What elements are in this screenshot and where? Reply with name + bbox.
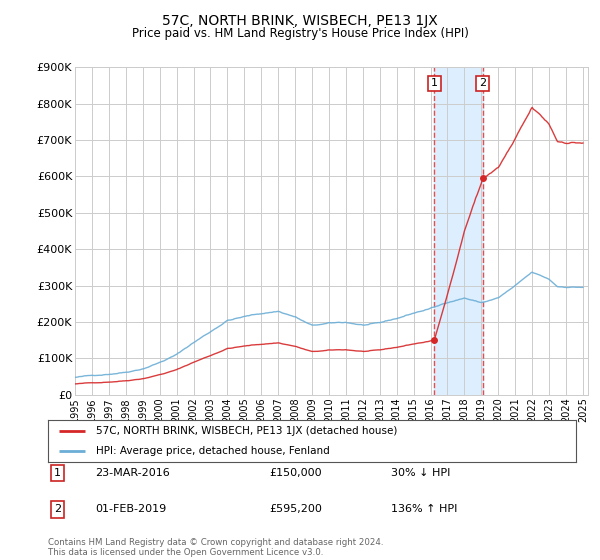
Text: 30% ↓ HPI: 30% ↓ HPI [391,468,451,478]
Text: HPI: Average price, detached house, Fenland: HPI: Average price, detached house, Fenl… [95,446,329,456]
Text: 1: 1 [431,78,438,88]
Text: 1: 1 [54,468,61,478]
Text: 2: 2 [54,505,61,515]
Text: £150,000: £150,000 [270,468,322,478]
Text: 57C, NORTH BRINK, WISBECH, PE13 1JX: 57C, NORTH BRINK, WISBECH, PE13 1JX [162,14,438,28]
Text: 2: 2 [479,78,486,88]
Text: 136% ↑ HPI: 136% ↑ HPI [391,505,458,515]
Text: Contains HM Land Registry data © Crown copyright and database right 2024.
This d: Contains HM Land Registry data © Crown c… [48,538,383,557]
Text: 57C, NORTH BRINK, WISBECH, PE13 1JX (detached house): 57C, NORTH BRINK, WISBECH, PE13 1JX (det… [95,426,397,436]
Text: 23-MAR-2016: 23-MAR-2016 [95,468,170,478]
Text: Price paid vs. HM Land Registry's House Price Index (HPI): Price paid vs. HM Land Registry's House … [131,27,469,40]
Bar [434,67,482,395]
Text: £595,200: £595,200 [270,505,323,515]
Text: 01-FEB-2019: 01-FEB-2019 [95,505,167,515]
